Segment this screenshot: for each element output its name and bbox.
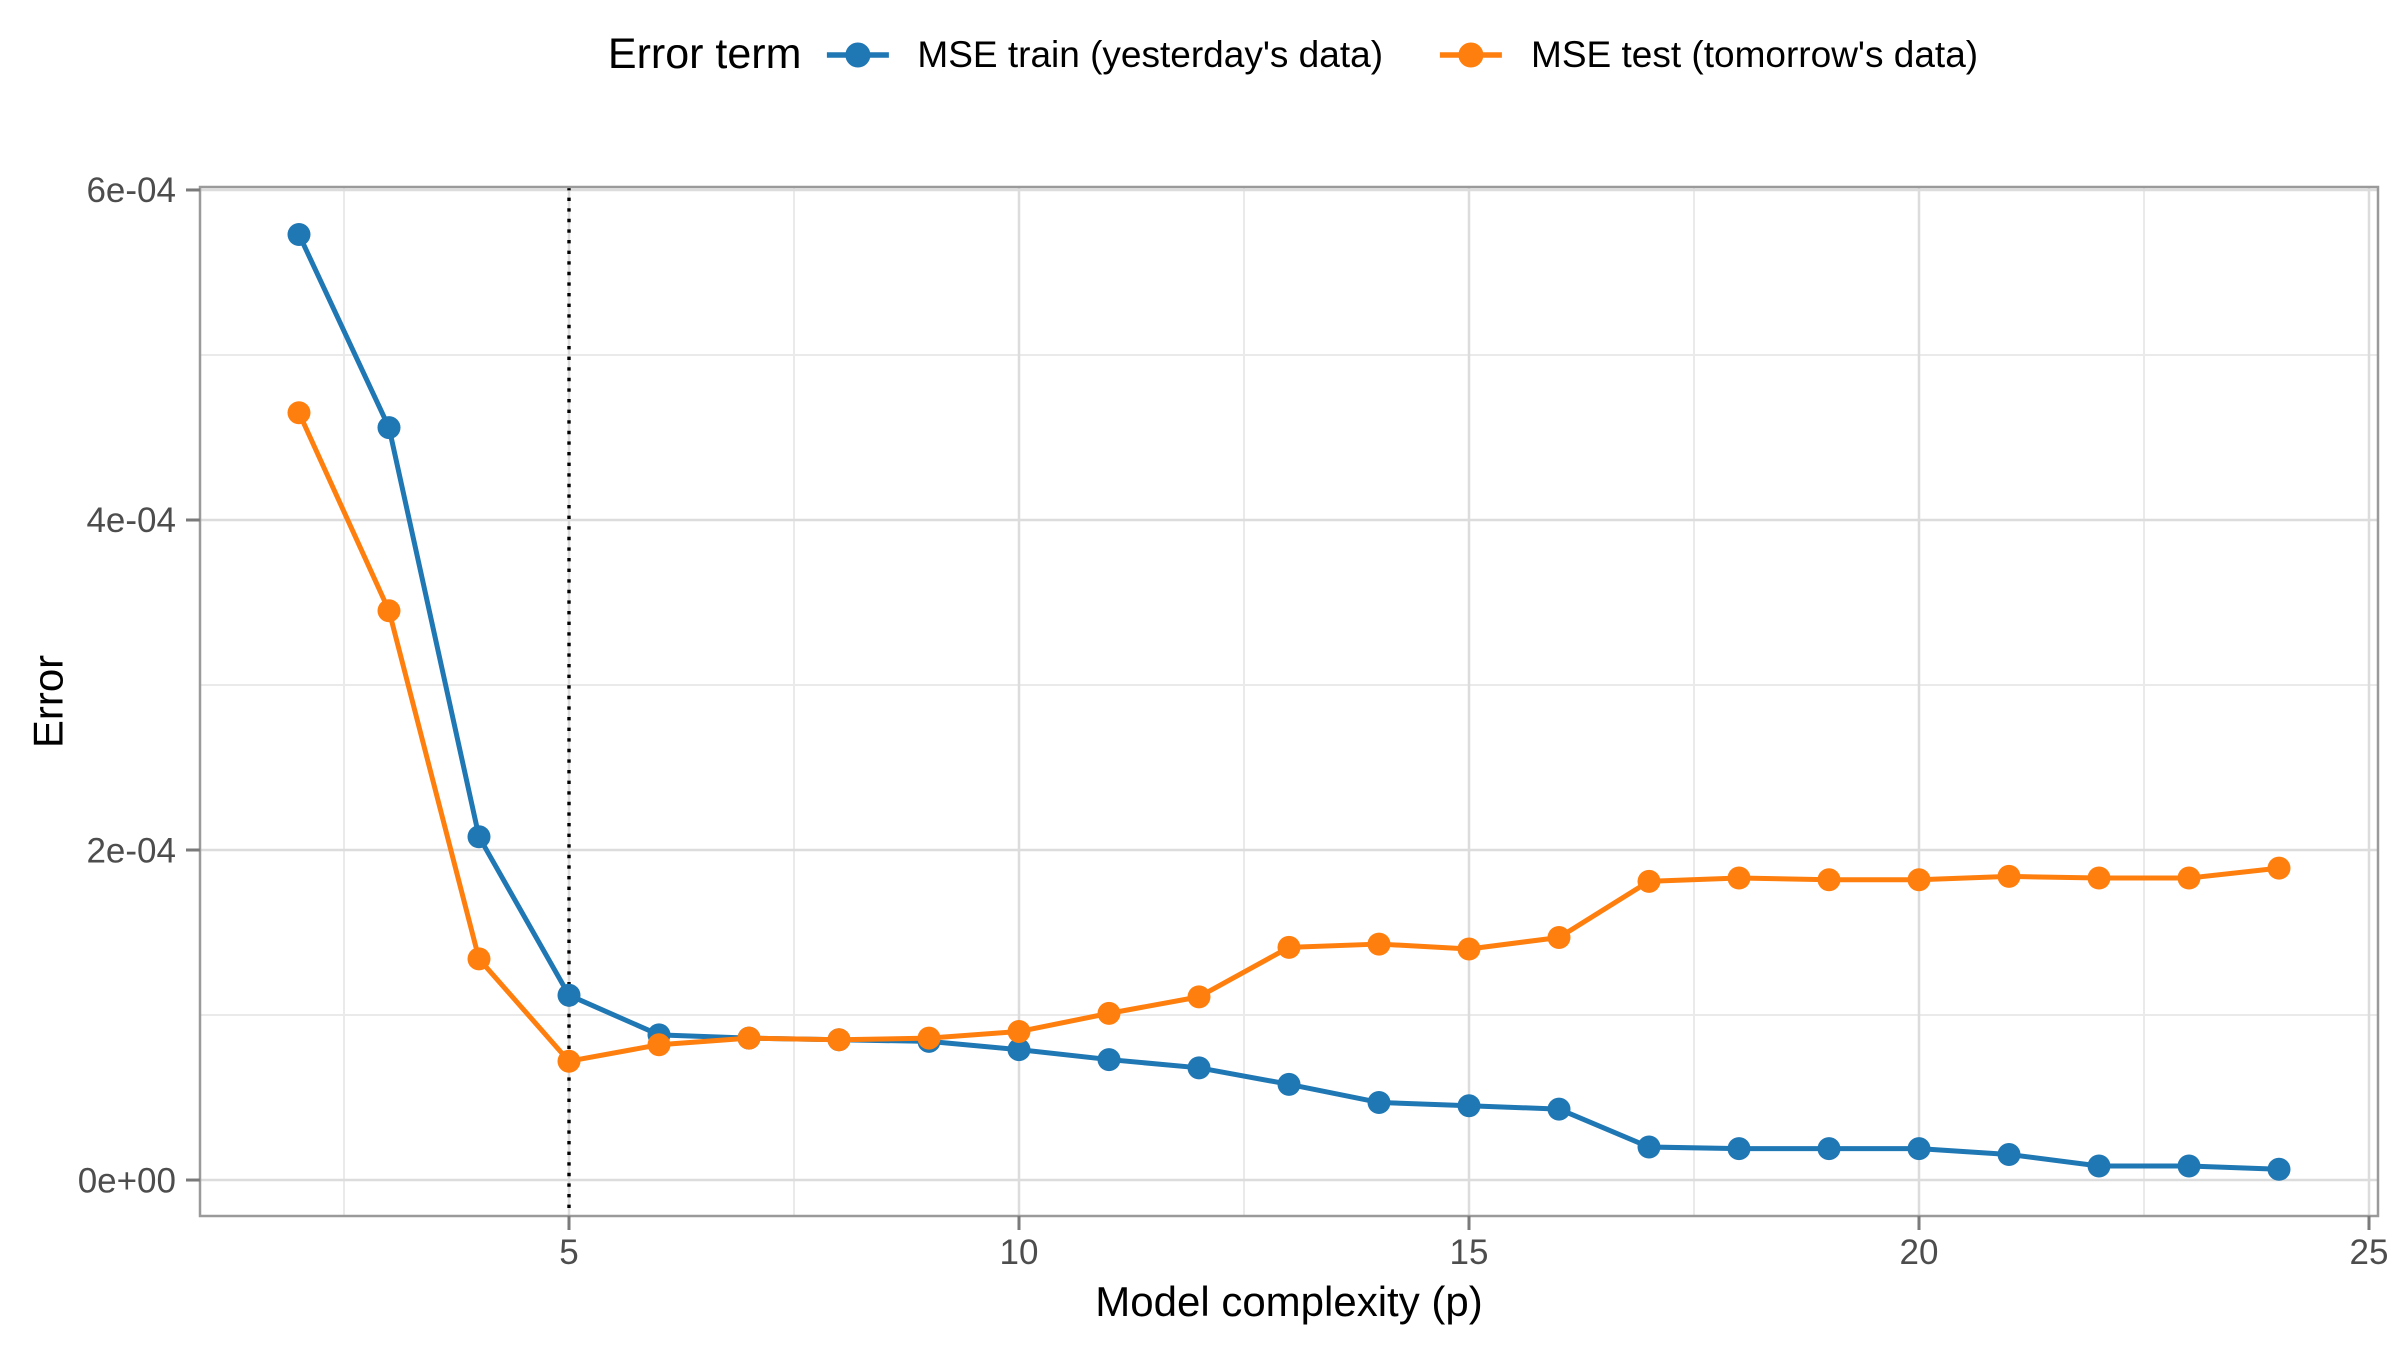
test-point [1187,985,1211,1009]
train-point [1637,1135,1661,1159]
y-tick-label: 4e-04 [86,501,176,540]
test-line [296,410,2282,1064]
test-point [1547,925,1571,949]
y-tick-label: 2e-04 [86,831,176,870]
legend-item-mse-train: MSE train (yesterday's data) [825,34,1383,76]
train-point [1277,1072,1301,1096]
test-point [377,599,401,623]
test-point [1997,864,2021,888]
y-tick-label: 6e-04 [86,171,176,210]
panel-border [198,185,2380,1218]
train-point [557,983,581,1007]
test-point [827,1028,851,1052]
test-point [737,1026,761,1050]
test-series-key-icon [1440,42,1503,67]
x-tick-label: 10 [1000,1233,1039,1272]
legend: Error term MSE train (yesterday's data) … [608,30,1978,79]
test-point [2177,866,2201,890]
train-point [1997,1142,2021,1166]
x-tick-label: 25 [2350,1233,2389,1272]
legend-item-mse-test: MSE test (tomorrow's data) [1439,34,1978,76]
train-point [1367,1090,1391,1114]
y-axis-title: Error [25,655,72,748]
train-point [1007,1038,1031,1062]
train-line [296,232,2282,1172]
train-point [1817,1137,1841,1161]
test-point [1727,866,1751,890]
test-point [1007,1020,1031,1044]
x-tick-label: 20 [1900,1233,1939,1272]
train-point [287,223,311,247]
test-point [1097,1001,1121,1025]
train-point [1547,1097,1571,1121]
train-point [2177,1154,2201,1178]
train-point [2267,1157,2291,1181]
train-point [1187,1056,1211,1080]
train-point [2087,1154,2111,1178]
test-point [647,1033,671,1057]
legend-item-mse-test-label: MSE test (tomorrow's data) [1531,33,1979,75]
test-point [1637,869,1661,893]
train-point [1097,1048,1121,1072]
x-tick-label: 5 [559,1233,578,1272]
x-tick-label: 15 [1450,1233,1489,1272]
train-point [1907,1137,1931,1161]
test-point [2087,866,2111,890]
test-point [2267,856,2291,880]
test-point [1367,932,1391,956]
test-point [1277,935,1301,959]
train-point [1727,1137,1751,1161]
legend-title: Error term [607,30,802,78]
y-tick-label: 0e+00 [78,1161,176,1200]
test-point [1457,937,1481,961]
legend-item-mse-train-label: MSE train (yesterday's data) [917,33,1384,75]
train-point [1457,1094,1481,1118]
train-point [377,416,401,440]
test-point [557,1049,581,1073]
x-axis-title: Model complexity (p) [1095,1278,1482,1325]
test-point [467,947,491,971]
test-point [287,401,311,425]
test-point [1817,868,1841,892]
test-point [917,1026,941,1050]
train-series-key-icon [826,42,889,67]
test-point [1907,868,1931,892]
train-point [467,825,491,849]
